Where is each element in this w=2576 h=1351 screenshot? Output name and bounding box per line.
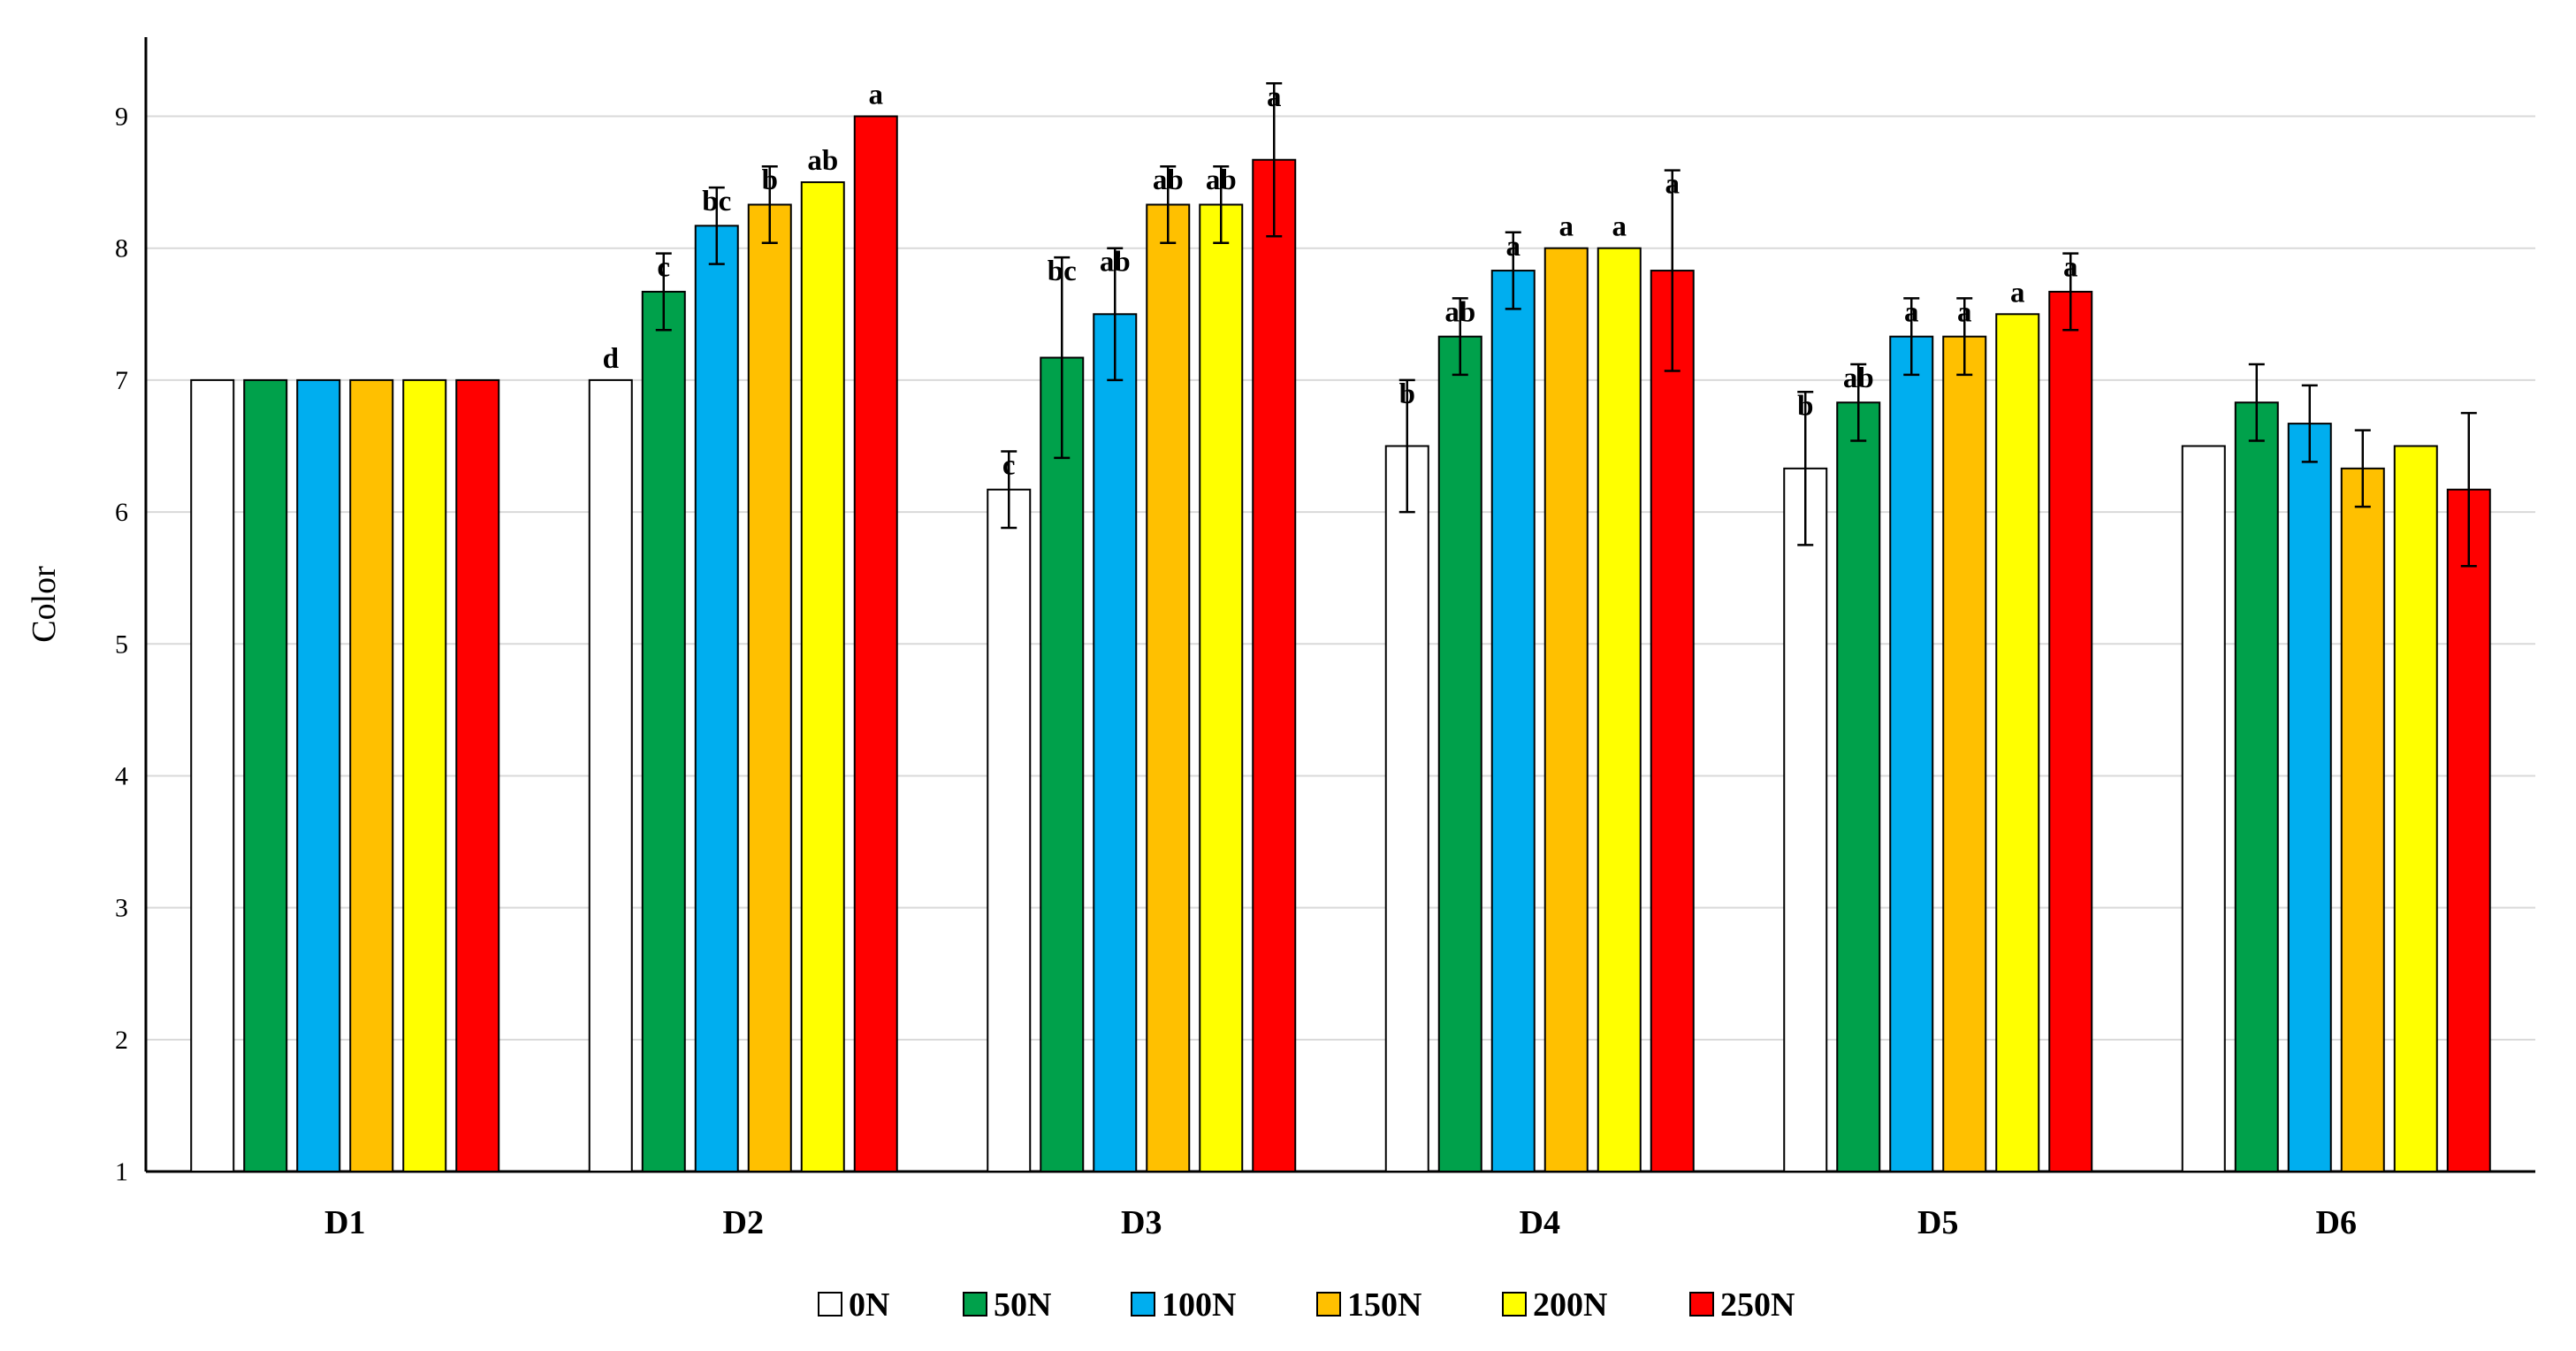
y-tick-label: 2 <box>115 1026 128 1055</box>
legend-swatch-250N <box>1689 1292 1714 1317</box>
significance-label: ab <box>1444 296 1475 328</box>
y-tick-label: 9 <box>115 103 128 132</box>
bar-D3-150N <box>1146 203 1191 1172</box>
significance-label: a <box>1904 296 1919 328</box>
x-category-label: D3 <box>1121 1204 1162 1241</box>
legend-swatch-0N <box>818 1292 842 1317</box>
significance-label: a <box>1612 211 1627 243</box>
significance-label: bc <box>702 186 731 218</box>
legend-swatch-100N <box>1131 1292 1155 1317</box>
legend-swatch-200N <box>1502 1292 1527 1317</box>
y-tick-label: 5 <box>115 630 128 659</box>
x-category-label: D5 <box>1917 1204 1958 1241</box>
significance-label: a <box>1957 296 1972 328</box>
bar-D1-50N <box>243 378 288 1172</box>
legend-label-200N: 200N <box>1533 1286 1607 1324</box>
significance-label: ab <box>1100 247 1131 279</box>
bar-D4-50N <box>1437 335 1482 1172</box>
bar-D5-200N <box>1995 313 2040 1172</box>
bar-D5-100N <box>1889 335 1934 1172</box>
significance-label: b <box>1399 378 1415 410</box>
significance-label: ab <box>1206 164 1237 196</box>
legend-label-150N: 150N <box>1347 1286 1421 1324</box>
bar-D1-100N <box>296 378 341 1172</box>
bar-D6-200N <box>2393 445 2438 1172</box>
bar-D5-150N <box>1942 335 1987 1172</box>
bar-D5-50N <box>1836 401 1881 1172</box>
bar-D2-100N <box>694 225 739 1172</box>
bar-D1-250N <box>455 378 500 1172</box>
y-tick-label: 4 <box>115 761 128 790</box>
x-category-label: D2 <box>723 1204 764 1241</box>
significance-label: a <box>1506 231 1521 263</box>
bar-D6-250N <box>2446 488 2491 1172</box>
significance-label: a <box>1267 81 1282 113</box>
bar-D1-200N <box>402 378 447 1172</box>
x-category-label: D4 <box>1520 1204 1560 1241</box>
bar-D2-150N <box>747 203 792 1172</box>
significance-label: c <box>1002 449 1016 481</box>
significance-label: ab <box>1843 363 1874 394</box>
bar-D4-100N <box>1490 270 1536 1172</box>
bar-D4-200N <box>1597 247 1642 1173</box>
significance-label: b <box>762 164 778 196</box>
y-tick-label: 8 <box>115 234 128 263</box>
legend-swatch-50N <box>963 1292 987 1317</box>
legend-label-100N: 100N <box>1162 1286 1236 1324</box>
y-tick-label: 7 <box>115 366 128 395</box>
bar-D3-100N <box>1093 313 1138 1172</box>
bar-D6-0N <box>2181 445 2226 1172</box>
bar-D6-50N <box>2234 401 2279 1172</box>
legend-label-250N: 250N <box>1720 1286 1795 1324</box>
significance-label: ab <box>807 145 838 177</box>
legend-label-0N: 0N <box>849 1286 889 1324</box>
bar-D6-100N <box>2287 423 2332 1172</box>
significance-label: a <box>1559 211 1574 243</box>
y-tick-label: 6 <box>115 498 128 527</box>
significance-label: d <box>603 343 619 375</box>
bar-D3-250N <box>1252 158 1297 1172</box>
bar-D3-0N <box>987 488 1032 1172</box>
bar-D5-250N <box>2048 290 2093 1172</box>
significance-label: a <box>2063 252 2078 284</box>
significance-label: b <box>1797 390 1813 422</box>
significance-label: a <box>869 80 884 111</box>
bar-D3-200N <box>1199 203 1244 1172</box>
bar-D2-50N <box>641 290 686 1172</box>
bar-D6-150N <box>2340 467 2385 1172</box>
bar-D2-0N <box>588 378 633 1172</box>
significance-label: bc <box>1048 256 1077 287</box>
bar-D1-0N <box>190 378 235 1172</box>
significance-label: c <box>657 252 670 284</box>
bar-D4-250N <box>1650 270 1695 1172</box>
bar-D4-150N <box>1543 247 1589 1173</box>
significance-label: ab <box>1153 164 1184 196</box>
bar-D2-200N <box>800 181 845 1173</box>
y-axis-title: Color <box>26 566 63 643</box>
significance-label: a <box>2010 277 2025 309</box>
bar-D3-50N <box>1040 356 1085 1172</box>
y-tick-label: 3 <box>115 894 128 923</box>
x-category-label: D1 <box>324 1204 365 1241</box>
y-tick-label: 1 <box>115 1157 128 1187</box>
x-category-label: D6 <box>2316 1204 2357 1241</box>
bar-D2-250N <box>853 115 898 1173</box>
bar-D4-0N <box>1384 445 1429 1172</box>
bar-D1-150N <box>349 378 394 1172</box>
significance-label: a <box>1665 169 1680 201</box>
bar-D5-0N <box>1783 467 1828 1172</box>
legend-label-50N: 50N <box>994 1286 1051 1324</box>
legend-swatch-150N <box>1316 1292 1341 1317</box>
